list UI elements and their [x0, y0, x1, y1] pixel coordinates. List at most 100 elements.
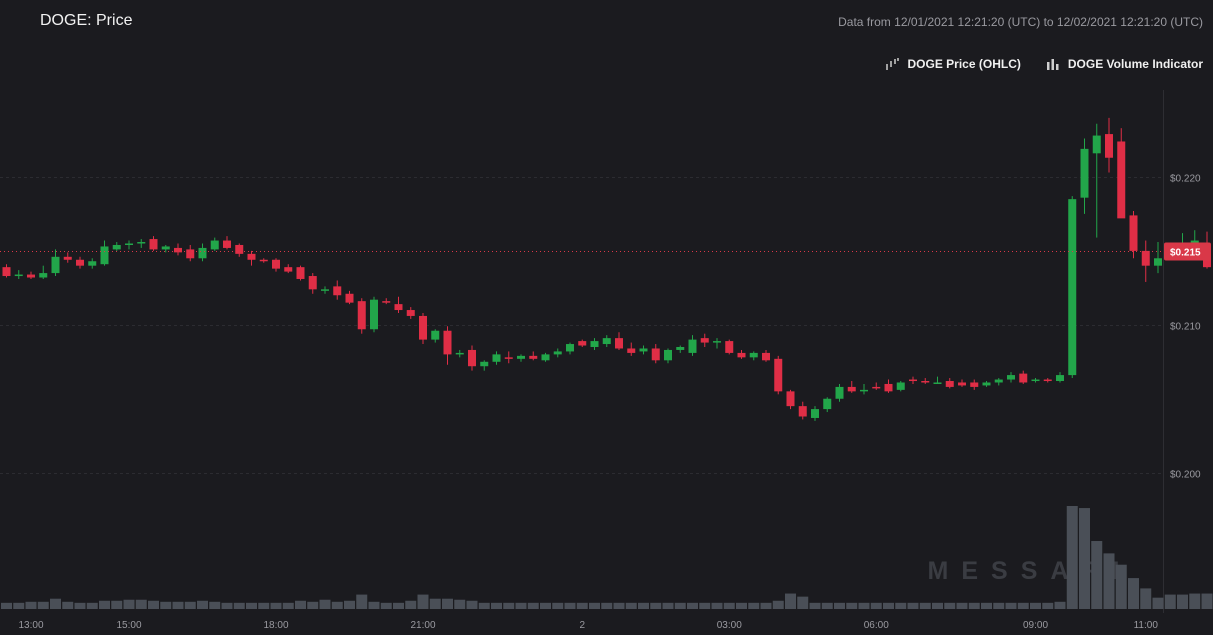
volume-bar	[1177, 594, 1188, 609]
volume-bar	[246, 602, 257, 609]
candle-body	[1068, 199, 1077, 376]
volume-bars	[1, 506, 1213, 609]
volume-bar	[74, 602, 86, 609]
volume-bar	[1201, 593, 1213, 609]
volume-bars-icon	[1046, 58, 1059, 70]
candle-body	[259, 259, 268, 262]
volume-bar	[466, 600, 478, 609]
volume-bar	[111, 600, 123, 609]
candle-body	[284, 267, 293, 272]
ohlc-icon	[885, 58, 899, 70]
last-price-label: $0.215	[1170, 248, 1201, 259]
volume-bar	[258, 602, 270, 609]
candle-body	[786, 391, 795, 407]
volume-bar	[662, 602, 674, 609]
candle-body	[713, 341, 721, 343]
candle-body	[1056, 375, 1064, 382]
volume-bar	[270, 602, 282, 609]
volume-bar	[858, 602, 870, 609]
candle-body	[63, 256, 72, 260]
volume-bar	[1017, 602, 1029, 609]
volume-bar	[638, 602, 649, 609]
candle-body	[994, 379, 1003, 383]
volume-bar	[993, 602, 1005, 609]
volume-bar	[540, 602, 551, 609]
candle-body	[431, 330, 440, 340]
volume-bar	[589, 602, 600, 609]
volume-bar	[160, 601, 172, 609]
volume-bar	[393, 602, 404, 609]
volume-bar	[307, 601, 319, 609]
last-price-marker: $0.215	[0, 242, 1211, 261]
candle-body	[798, 406, 807, 417]
candle-body	[1080, 148, 1089, 198]
candle-body	[149, 239, 158, 250]
candle-body	[590, 341, 599, 347]
volume-bar	[834, 602, 845, 609]
candle-body	[1129, 215, 1138, 251]
candle-body	[517, 355, 525, 359]
x-tick-label: 18:00	[263, 620, 288, 631]
candle-body	[1154, 258, 1162, 266]
last-price-badge	[1164, 242, 1211, 261]
candle-body	[198, 247, 207, 259]
candle-body	[909, 379, 917, 382]
candle-body	[1043, 379, 1052, 382]
volume-bar	[981, 602, 992, 609]
volume-bar	[809, 602, 821, 609]
volume-bar	[932, 602, 943, 609]
legend-item-price[interactable]: DOGE Price (OHLC)	[885, 57, 1021, 71]
candle-body	[357, 301, 366, 330]
candle-body	[161, 246, 170, 250]
x-tick-label: 15:00	[116, 620, 141, 631]
volume-bar	[870, 602, 882, 609]
candle-body	[541, 354, 550, 361]
candle-body	[51, 256, 60, 274]
candle-body	[125, 243, 133, 245]
candle-body	[2, 267, 11, 277]
candle-body	[345, 293, 354, 303]
legend-item-volume[interactable]: DOGE Volume Indicator	[1046, 57, 1203, 71]
candle-body	[480, 361, 489, 367]
candle-body	[688, 339, 697, 353]
volume-bar	[625, 602, 637, 609]
volume-bar	[184, 601, 196, 609]
volume-bar	[846, 602, 858, 609]
volume-bar	[1005, 602, 1017, 609]
volume-bar	[50, 598, 61, 609]
candle-body	[321, 289, 329, 291]
candle-body	[982, 382, 991, 386]
candle-body	[921, 381, 930, 383]
volume-bar	[650, 602, 662, 609]
candle-body	[112, 244, 121, 250]
volume-bar	[1152, 597, 1164, 609]
legend-volume-label: DOGE Volume Indicator	[1067, 57, 1203, 71]
candle-body	[492, 354, 501, 362]
x-tick-label: 06:00	[864, 620, 889, 631]
candle-body	[970, 382, 979, 387]
volume-bar	[552, 602, 564, 609]
candle-body	[700, 338, 709, 343]
volume-bar	[760, 602, 772, 609]
volume-bar	[956, 602, 968, 609]
volume-bar	[62, 601, 74, 609]
candle-body	[749, 352, 758, 358]
candle-body	[602, 338, 611, 345]
volume-bar	[576, 602, 588, 609]
candle-body	[651, 348, 660, 361]
volume-bar	[1189, 593, 1201, 609]
candle-body	[627, 348, 636, 353]
candle-body	[639, 348, 648, 352]
candle-body	[406, 310, 415, 316]
candle-body	[76, 259, 84, 266]
volume-bar	[356, 594, 368, 609]
candle-body	[394, 304, 403, 311]
volume-bar	[821, 602, 833, 609]
volume-bar	[368, 601, 380, 609]
volume-bar	[919, 602, 931, 609]
volume-bar	[723, 602, 735, 609]
candle-body	[1117, 141, 1126, 219]
candle-body	[504, 357, 513, 359]
candle-body	[872, 386, 881, 389]
volume-bar	[674, 602, 686, 609]
